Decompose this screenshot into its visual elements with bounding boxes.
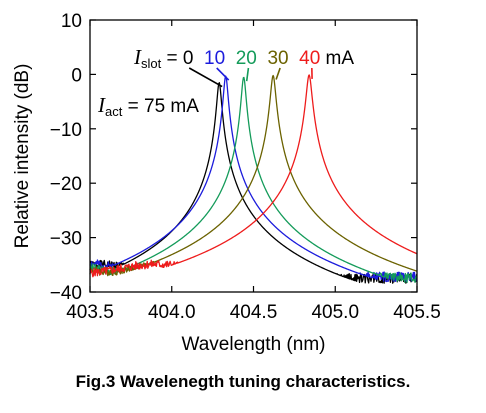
islot-sub: slot [141,56,162,71]
x-tick-label: 405.5 [393,302,441,323]
x-axis-title: Wavelength (nm) [182,334,326,355]
islot-unit: mA [320,48,354,69]
pointer-line-10 [216,67,230,81]
plot-lines [89,74,418,284]
y-axis-title: Relative intensity (dB) [12,64,33,249]
legend-label-10: 10 [204,48,225,69]
pointer-line-0 [188,67,223,88]
y-tick-label: −40 [50,283,82,304]
tick-labels: 403.5 404.0 404.5 405.0 405.5 10 0 −10 −20 −30 −40 [50,11,441,323]
legend-label-30: 30 [267,48,288,69]
legend-label-20: 20 [236,48,257,69]
legend-label-0: 0 [183,48,194,69]
figure-caption: Fig.3 Wavelenegth tuning characteristics… [75,372,411,391]
legend-label-40: 40 [299,48,320,69]
y-tick-label: 0 [71,65,82,86]
pointer-line-20 [245,67,250,82]
iact-sub: act [105,104,123,119]
series-line-0 [89,82,418,284]
pointer-line-30 [275,67,281,80]
islot-legend: Islot = 0 10 20 30 40 mA [133,45,354,71]
x-tick-label: 404.5 [230,302,278,323]
iact-var: I [97,93,106,117]
y-tick-label: −10 [50,120,82,141]
y-tick-label: −20 [50,174,82,195]
iact-label: Iact = 75 mA [97,93,199,119]
iact-value: = 75 mA [122,96,199,117]
series-line-20 [89,76,418,284]
x-tick-label: 403.5 [66,302,114,323]
series-line-40 [89,74,418,278]
y-tick-label: −30 [50,229,82,250]
series-line-10 [89,75,418,283]
x-tick-label: 404.0 [148,302,196,323]
label-pointers [188,67,313,88]
x-tick-label: 405.0 [311,302,359,323]
islot-var: I [133,45,142,69]
y-tick-label: 10 [61,11,82,32]
axis-ticks [89,19,418,293]
islot-eq: = [161,48,183,69]
